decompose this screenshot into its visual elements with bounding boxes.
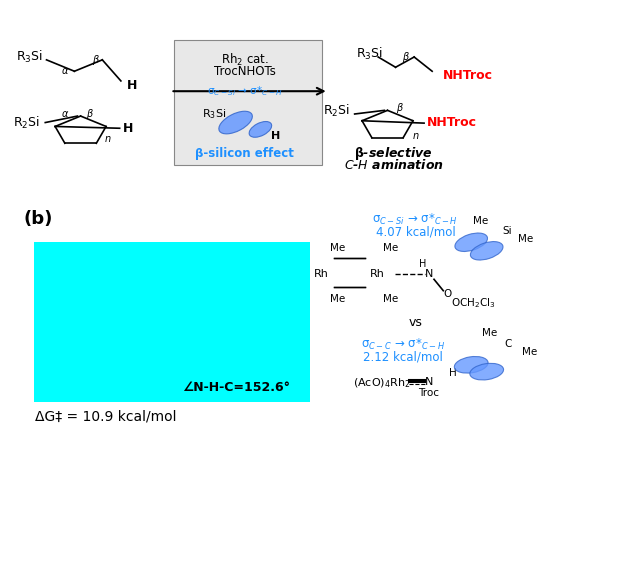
Ellipse shape [455, 233, 487, 251]
Text: ΔG‡ = 10.9 kcal/mol: ΔG‡ = 10.9 kcal/mol [35, 409, 176, 423]
Text: (b): (b) [24, 210, 53, 229]
Text: NHTroc: NHTroc [427, 116, 477, 129]
Text: Me: Me [473, 216, 488, 226]
Text: Si: Si [502, 226, 512, 236]
Ellipse shape [219, 111, 252, 134]
Text: H: H [272, 131, 280, 141]
Text: R$_3$Si: R$_3$Si [202, 107, 226, 121]
Text: vs: vs [409, 316, 422, 328]
Text: $\beta$: $\beta$ [92, 53, 100, 67]
Text: Me: Me [330, 294, 345, 304]
Text: β-silicon effect: β-silicon effect [195, 148, 294, 160]
Ellipse shape [454, 356, 488, 373]
Text: R$_3$Si: R$_3$Si [356, 46, 384, 62]
Text: H: H [127, 79, 138, 92]
Text: R$_3$Si: R$_3$Si [16, 49, 43, 65]
Text: Me: Me [330, 243, 345, 253]
Text: NHTroc: NHTroc [443, 69, 494, 82]
Text: 4.07 kcal/mol: 4.07 kcal/mol [376, 226, 455, 238]
Text: H: H [419, 259, 427, 269]
Text: Troc: Troc [418, 388, 440, 398]
Text: $\beta$: $\beta$ [86, 107, 94, 121]
Text: Me: Me [523, 347, 538, 357]
Text: Me: Me [383, 294, 398, 304]
Text: σ$_{C-Si}$ → σ*$_{C-H}$: σ$_{C-Si}$ → σ*$_{C-H}$ [373, 212, 458, 227]
Text: Rh$_2$ cat.: Rh$_2$ cat. [221, 52, 269, 68]
Text: $\bfβ$-selective: $\bfβ$-selective [355, 145, 433, 162]
Text: $n$: $n$ [104, 134, 112, 144]
Text: OCH$_2$Cl$_3$: OCH$_2$Cl$_3$ [451, 296, 496, 310]
Text: H: H [449, 368, 456, 378]
Text: Me: Me [482, 328, 497, 339]
Text: σ$_{C-C}$ → σ*$_{C-H}$: σ$_{C-C}$ → σ*$_{C-H}$ [361, 337, 445, 352]
Text: σ$_{C-Si}$ → σ*$_{C-H}$: σ$_{C-Si}$ → σ*$_{C-H}$ [207, 84, 283, 98]
Text: Me: Me [518, 234, 533, 245]
FancyBboxPatch shape [174, 40, 322, 165]
Text: N: N [425, 377, 433, 387]
Text: 2.12 kcal/mol: 2.12 kcal/mol [363, 351, 443, 364]
Text: Rh: Rh [314, 268, 329, 279]
Ellipse shape [249, 121, 272, 137]
Text: TrocNHOTs: TrocNHOTs [214, 65, 276, 78]
Text: (AcO)$_4$Rh$_2$: (AcO)$_4$Rh$_2$ [353, 376, 410, 390]
Text: N: N [425, 268, 433, 279]
Text: R$_2$Si: R$_2$Si [13, 115, 40, 131]
Text: R$_2$Si: R$_2$Si [323, 103, 350, 119]
Text: $n$: $n$ [412, 131, 420, 141]
Text: $C$-$H$ amination: $C$-$H$ amination [344, 158, 443, 172]
Text: Rh: Rh [370, 268, 384, 279]
Text: C: C [505, 339, 512, 349]
Text: $\beta$: $\beta$ [402, 50, 410, 64]
Ellipse shape [470, 363, 503, 380]
Text: $\alpha$: $\alpha$ [61, 109, 69, 119]
Text: Me: Me [383, 243, 398, 253]
Text: $\alpha$: $\alpha$ [61, 66, 69, 76]
Ellipse shape [471, 242, 503, 260]
Bar [34, 242, 310, 402]
Text: H: H [123, 122, 133, 135]
Text: $\beta$: $\beta$ [396, 101, 404, 115]
FancyArrowPatch shape [173, 88, 324, 95]
Text: ∠N-H-C=152.6°: ∠N-H-C=152.6° [182, 381, 290, 394]
Text: O: O [443, 288, 452, 299]
